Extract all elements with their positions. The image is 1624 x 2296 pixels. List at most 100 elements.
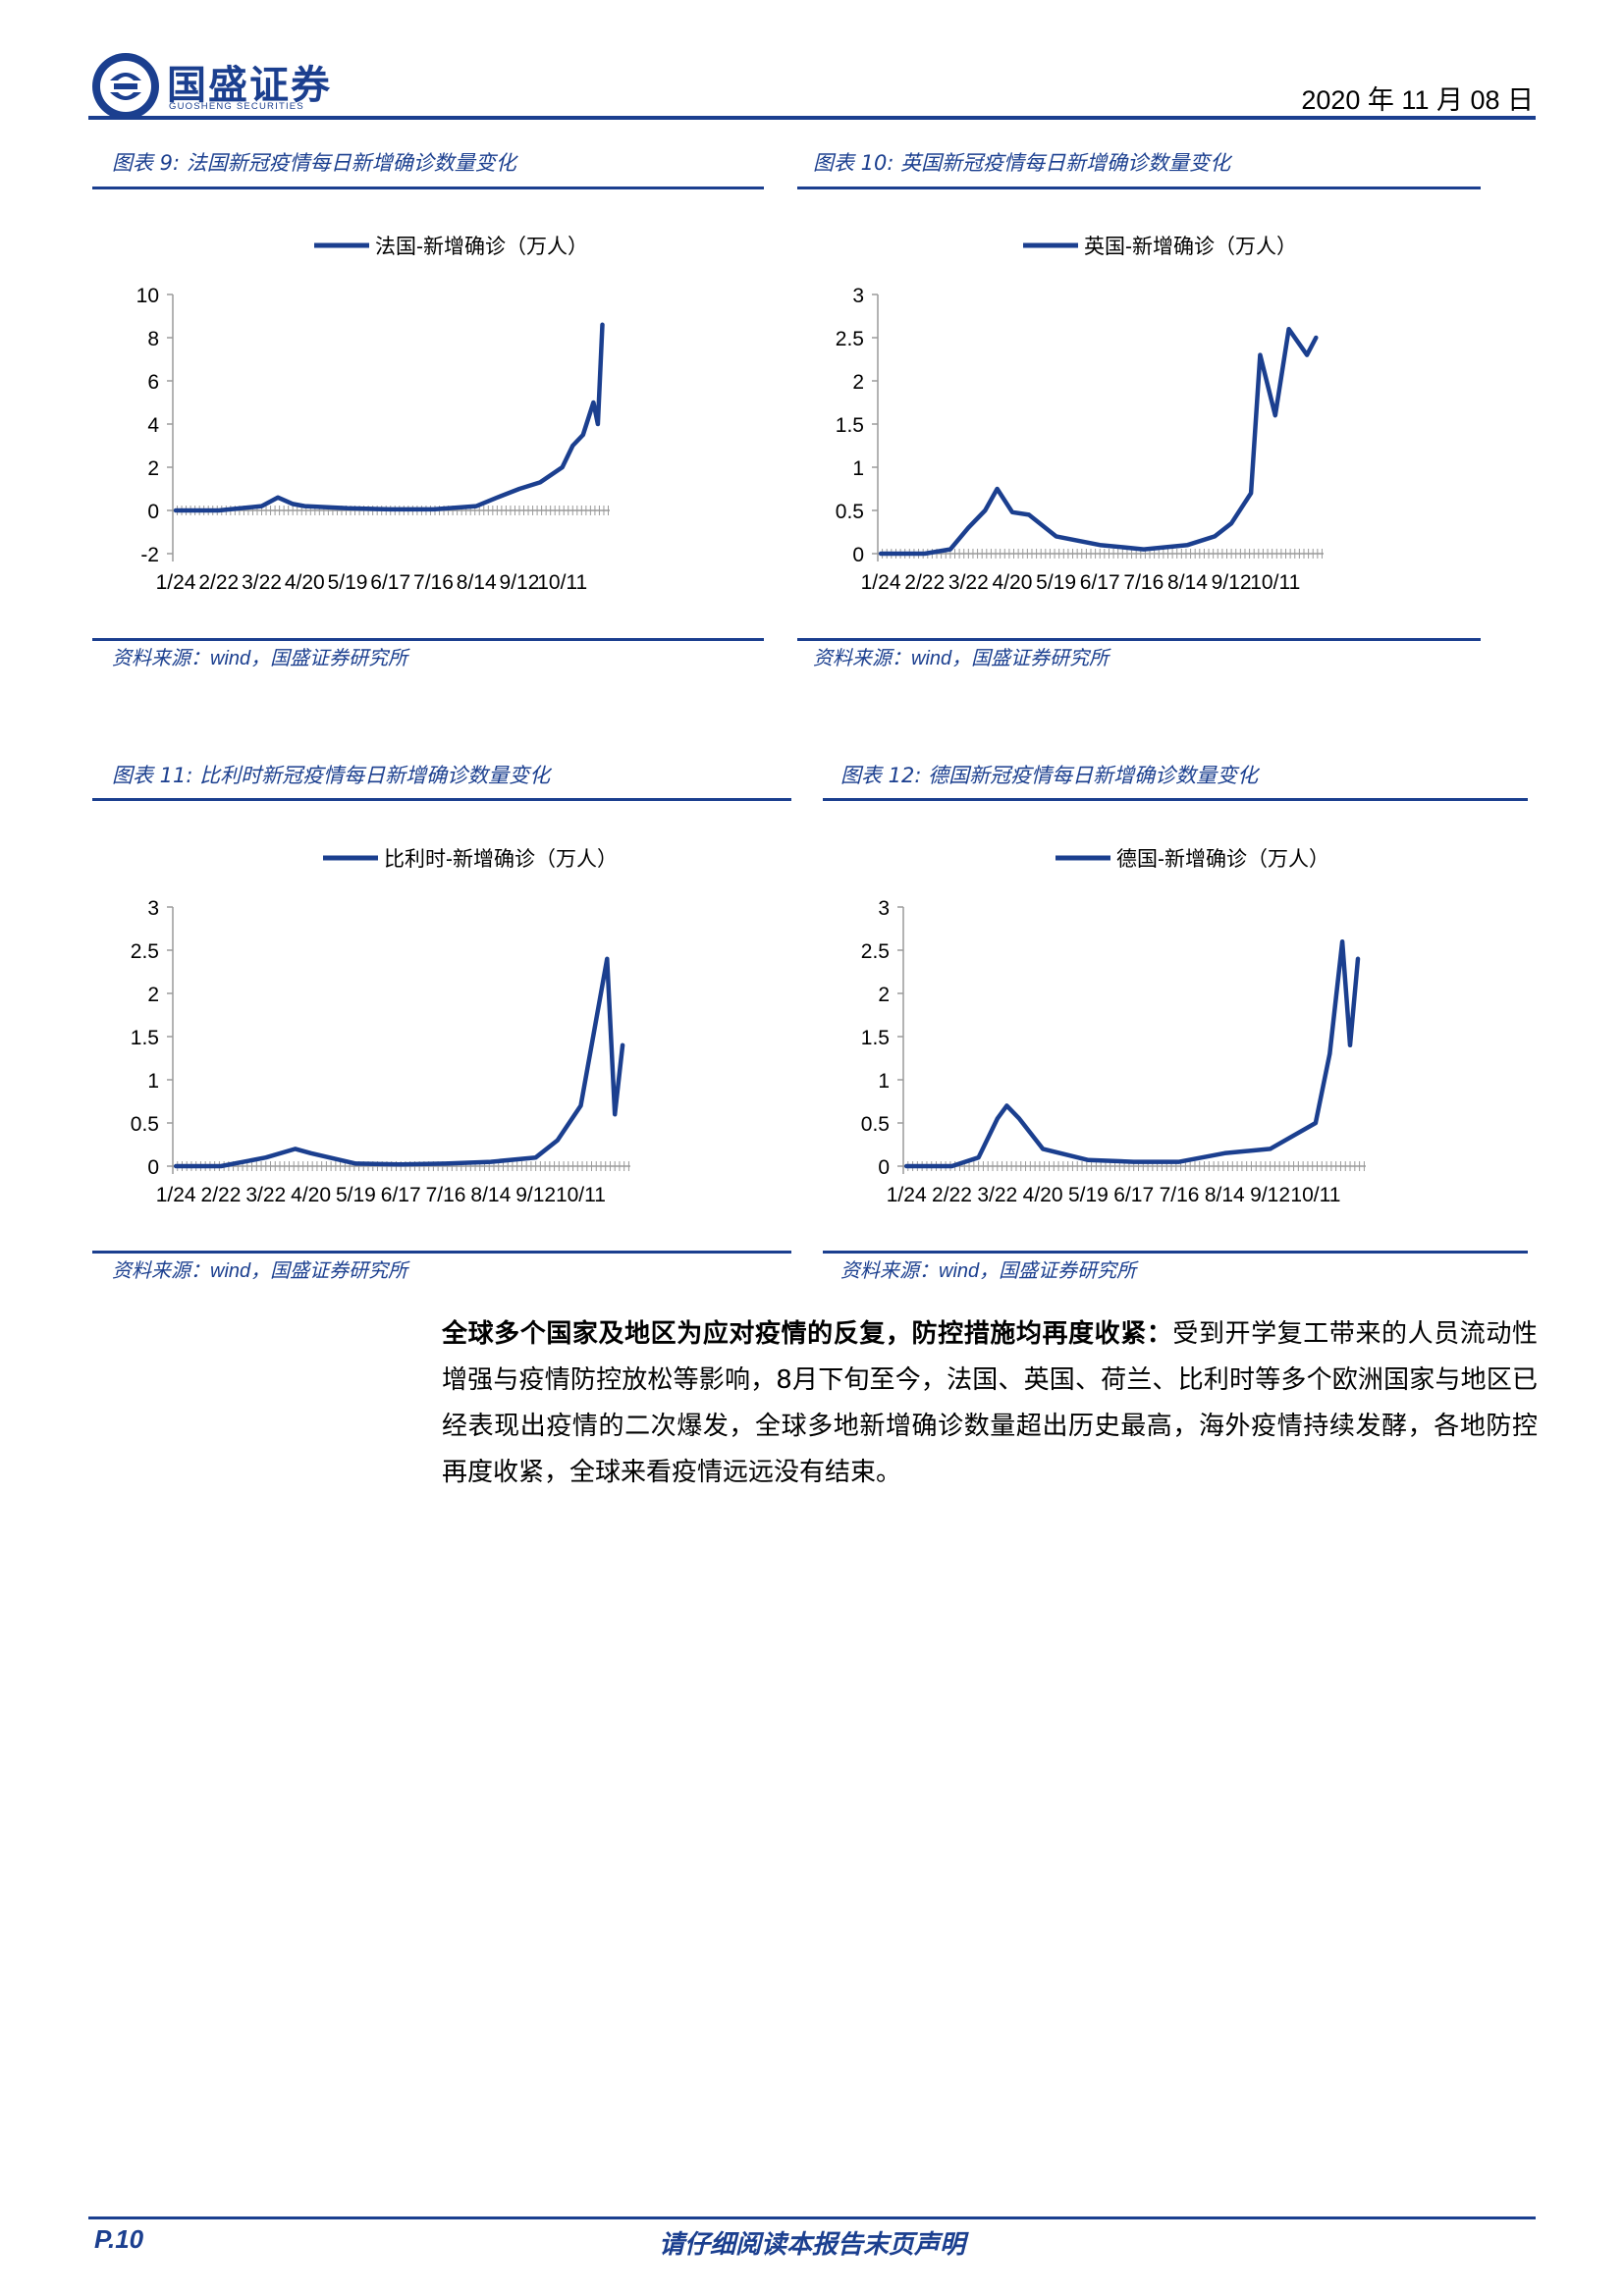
x-tick-label: 3/22 — [245, 1184, 286, 1206]
x-tick-label: 3/22 — [977, 1184, 1017, 1206]
x-tick-label: 7/16 — [1123, 571, 1164, 594]
y-tick-label: 6 — [147, 371, 159, 394]
legend-label: 英国-新增确诊（万人） — [1084, 236, 1297, 258]
y-tick-label: 3 — [852, 285, 864, 307]
y-tick-label: 3 — [147, 897, 159, 920]
x-tick-label: 8/14 — [1167, 571, 1208, 594]
x-tick-label: 7/16 — [413, 571, 454, 594]
y-tick-label: 10 — [136, 285, 159, 307]
x-tick-label: 8/14 — [470, 1184, 511, 1206]
x-tick-label: 9/12 — [515, 1184, 556, 1206]
logo-text: 国盛证券 — [167, 63, 332, 108]
legend-label: 德国-新增确诊（万人） — [1116, 848, 1329, 871]
y-tick-label: 8 — [147, 328, 159, 350]
x-tick-label: 10/11 — [1250, 571, 1300, 594]
y-tick-label: 1 — [852, 457, 864, 480]
legend-label: 法国-新增确诊（万人） — [375, 236, 588, 258]
chart-source: 资料来源：wind，国盛证券研究所 — [840, 1258, 1137, 1282]
y-tick-label: 2.5 — [861, 940, 890, 963]
y-tick-label: 0 — [147, 1156, 159, 1179]
y-tick-label: 1 — [878, 1070, 890, 1093]
y-tick-label: -2 — [140, 544, 159, 566]
x-tick-label: 9/12 — [500, 571, 540, 594]
y-tick-label: 2 — [147, 984, 159, 1006]
x-tick-label: 2/22 — [932, 1184, 972, 1206]
france-daily-cases-chart: 法国-新增确诊（万人） 10 8 6 4 2 0 -2 1/24 2/22 3/22 4/20 5/19… — [136, 236, 610, 594]
y-tick-label: 2 — [852, 371, 864, 394]
x-tick-label: 3/22 — [948, 571, 989, 594]
header-divider — [88, 116, 1536, 120]
y-tick-label: 1 — [147, 1070, 159, 1093]
x-tick-label: 2/22 — [201, 1184, 242, 1206]
chart-source: 资料来源：wind，国盛证券研究所 — [112, 646, 408, 669]
chart-title-rule — [823, 798, 1528, 801]
x-tick-label: 5/19 — [336, 1184, 376, 1206]
y-tick-label: 2 — [878, 984, 890, 1006]
y-tick-label: 2 — [147, 457, 159, 480]
chart-title: 图表 10: 英国新冠疫情每日新增确诊数量变化 — [813, 151, 1231, 175]
legend-label: 比利时-新增确诊（万人） — [384, 848, 618, 871]
y-tick-label: 0.5 — [131, 1113, 159, 1136]
y-tick-label: 3 — [878, 897, 890, 920]
y-tick-label: 2.5 — [131, 940, 159, 963]
x-tick-label: 4/20 — [1023, 1184, 1063, 1206]
x-tick-label: 10/11 — [556, 1184, 606, 1206]
x-tick-label: 1/24 — [156, 1184, 196, 1206]
paragraph-text: 受到开学复工带来的人员流动性增强与疫情防控放松等影响，8月下旬至今，法国、英国、… — [442, 1319, 1538, 1487]
chart-source: 资料来源：wind，国盛证券研究所 — [813, 646, 1110, 669]
belgium-daily-cases-chart: 比利时-新增确诊（万人） 3 2.5 2 1.5 1 0.5 0 1/24 2/22 3/22 4/2… — [131, 848, 630, 1206]
x-tick-label: 1/24 — [156, 571, 196, 594]
y-tick-label: 2.5 — [836, 328, 864, 350]
chart-title: 图表 9: 法国新冠疫情每日新增确诊数量变化 — [112, 151, 516, 175]
x-tick-label: 8/14 — [1205, 1184, 1245, 1206]
chart-source-rule — [797, 638, 1481, 641]
chart-title-rule — [92, 798, 791, 801]
series-line — [173, 956, 625, 1169]
y-tick-label: 0.5 — [861, 1113, 890, 1136]
x-tick-label: 8/14 — [457, 571, 497, 594]
y-tick-label: 4 — [147, 414, 159, 437]
y-tick-label: 0.5 — [836, 501, 864, 523]
x-tick-label: 6/17 — [370, 571, 410, 594]
x-tick-label: 2/22 — [198, 571, 239, 594]
x-tick-label: 5/19 — [328, 571, 368, 594]
y-tick-label: 1.5 — [836, 414, 864, 437]
y-tick-label: 0 — [852, 544, 864, 566]
logo-subtext: GUOSHENG SECURITIES — [169, 101, 304, 112]
x-tick-label: 7/16 — [426, 1184, 466, 1206]
guosheng-logo-icon — [92, 53, 159, 120]
chart-title: 图表 12: 德国新冠疫情每日新增确诊数量变化 — [840, 764, 1259, 787]
x-tick-label: 1/24 — [861, 571, 901, 594]
x-tick-label: 5/19 — [1068, 1184, 1109, 1206]
germany-daily-cases-chart: 德国-新增确诊（万人） 3 2.5 2 1.5 1 0.5 0 1/24 2/22 3/22 4/20… — [861, 848, 1366, 1206]
report-date: 2020 年 11 月 08 日 — [1301, 85, 1534, 115]
uk-daily-cases-chart: 英国-新增确诊（万人） 3 2.5 2 1.5 1 0.5 0 1/24 2/22 3/22 4/20… — [836, 236, 1324, 594]
paragraph-lead: 全球多个国家及地区为应对疫情的反复，防控措施均再度收紧： — [442, 1319, 1173, 1349]
chart-source: 资料来源：wind，国盛证券研究所 — [112, 1258, 408, 1282]
x-tick-label: 2/22 — [904, 571, 945, 594]
x-tick-label: 1/24 — [887, 1184, 927, 1206]
y-tick-label: 0 — [147, 501, 159, 523]
chart-source-rule — [92, 1251, 791, 1254]
x-tick-label: 6/17 — [1080, 571, 1120, 594]
series-line — [173, 322, 605, 513]
x-tick-label: 6/17 — [381, 1184, 421, 1206]
chart-title-rule — [797, 187, 1481, 189]
footer-disclaimer: 请仔细阅读本报告末页声明 — [658, 2230, 965, 2260]
chart-title: 图表 11: 比利时新冠疫情每日新增确诊数量变化 — [112, 764, 551, 787]
x-tick-label: 4/20 — [993, 571, 1033, 594]
chart-title-rule — [92, 187, 764, 189]
chart-source-rule — [823, 1251, 1528, 1254]
x-tick-label: 9/12 — [1212, 571, 1252, 594]
x-tick-label: 10/11 — [537, 571, 587, 594]
y-tick-label: 1.5 — [131, 1027, 159, 1049]
x-tick-label: 3/22 — [242, 571, 282, 594]
body-paragraph: 全球多个国家及地区为应对疫情的反复，防控措施均再度收紧：受到开学复工带来的人员流… — [442, 1311, 1538, 1496]
x-tick-label: 7/16 — [1160, 1184, 1200, 1206]
chart-source-rule — [92, 638, 764, 641]
x-tick-label: 4/20 — [291, 1184, 331, 1206]
y-tick-label: 1.5 — [861, 1027, 890, 1049]
series-line — [903, 938, 1361, 1169]
x-tick-label: 9/12 — [1250, 1184, 1290, 1206]
x-tick-label: 6/17 — [1113, 1184, 1154, 1206]
